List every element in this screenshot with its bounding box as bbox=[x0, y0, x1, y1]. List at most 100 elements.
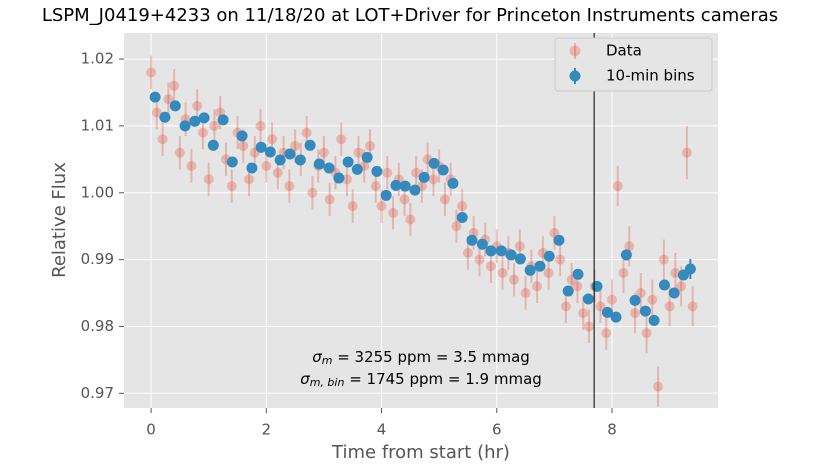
data-point bbox=[668, 287, 680, 299]
data-point bbox=[284, 148, 296, 160]
data-point bbox=[437, 164, 449, 176]
data-point bbox=[684, 263, 696, 275]
data-point bbox=[255, 120, 266, 131]
data-point bbox=[313, 158, 325, 170]
data-point bbox=[255, 141, 267, 153]
data-point bbox=[365, 140, 376, 151]
data-point bbox=[474, 254, 485, 265]
data-point bbox=[620, 249, 632, 261]
data-point bbox=[428, 174, 439, 185]
data-point bbox=[555, 254, 566, 265]
annotation-symbol: σ bbox=[312, 348, 322, 366]
data-point bbox=[347, 201, 358, 212]
data-point bbox=[284, 181, 295, 192]
data-point bbox=[207, 139, 219, 151]
data-point bbox=[244, 174, 255, 185]
data-point bbox=[447, 177, 459, 189]
data-point bbox=[524, 264, 536, 276]
data-point bbox=[179, 120, 191, 132]
data-point bbox=[582, 293, 594, 305]
data-point bbox=[209, 120, 220, 131]
data-point bbox=[520, 288, 531, 299]
annotation-subscript: m, bin bbox=[310, 376, 345, 389]
data-point bbox=[653, 381, 664, 392]
x-tick-label: 6 bbox=[492, 421, 502, 439]
data-point bbox=[466, 234, 478, 246]
data-point bbox=[318, 147, 329, 158]
legend-marker bbox=[569, 45, 581, 57]
legend-marker bbox=[569, 70, 581, 82]
data-point bbox=[601, 306, 613, 318]
data-point bbox=[485, 245, 497, 257]
data-point bbox=[509, 274, 520, 285]
data-point bbox=[169, 100, 181, 112]
data-point bbox=[591, 280, 603, 292]
y-tick-label: 0.97 bbox=[81, 384, 114, 402]
data-point bbox=[163, 94, 174, 105]
x-tick-label: 0 bbox=[146, 421, 156, 439]
data-point bbox=[514, 241, 525, 252]
data-point bbox=[505, 249, 517, 261]
data-point bbox=[457, 201, 468, 212]
data-point bbox=[382, 167, 393, 178]
data-point bbox=[572, 268, 584, 280]
data-point bbox=[371, 165, 383, 177]
data-point bbox=[274, 154, 286, 166]
y-tick-label: 0.98 bbox=[81, 317, 114, 335]
annotation-text: = 1745 ppm = 1.9 mmag bbox=[344, 370, 541, 388]
data-point bbox=[261, 161, 272, 172]
data-point bbox=[658, 279, 670, 291]
data-point bbox=[595, 301, 606, 312]
data-point bbox=[333, 172, 345, 184]
data-point bbox=[681, 147, 692, 158]
data-point bbox=[405, 214, 416, 225]
legend-label: Data bbox=[606, 42, 642, 60]
data-point bbox=[572, 281, 583, 292]
plot-area bbox=[124, 33, 718, 408]
data-point bbox=[294, 154, 306, 166]
y-axis-label: Relative Flux bbox=[49, 162, 70, 278]
data-point bbox=[267, 134, 278, 145]
data-point bbox=[578, 308, 589, 319]
data-point bbox=[238, 140, 249, 151]
data-point bbox=[543, 267, 554, 278]
data-point bbox=[169, 80, 180, 91]
annotation-subscript: m bbox=[322, 354, 333, 367]
data-point bbox=[351, 163, 363, 175]
data-point bbox=[307, 187, 318, 198]
data-point bbox=[197, 127, 208, 138]
annotation-symbol: σ bbox=[300, 370, 310, 388]
data-point bbox=[411, 167, 422, 178]
data-point bbox=[264, 146, 276, 158]
data-point bbox=[610, 311, 622, 323]
data-point bbox=[606, 294, 617, 305]
data-point bbox=[198, 112, 210, 124]
data-point bbox=[532, 281, 543, 292]
chart-title: LSPM_J0419+4233 on 11/18/20 at LOT+Drive… bbox=[42, 5, 778, 26]
data-point bbox=[629, 294, 641, 306]
data-point bbox=[376, 201, 387, 212]
data-point bbox=[399, 180, 411, 192]
data-point bbox=[560, 301, 571, 312]
data-point bbox=[353, 147, 364, 158]
data-point bbox=[612, 181, 623, 192]
y-tick-label: 1.01 bbox=[81, 116, 114, 134]
data-point bbox=[583, 321, 594, 332]
data-point bbox=[670, 267, 681, 278]
data-point bbox=[336, 134, 347, 145]
data-point bbox=[399, 194, 410, 205]
data-point bbox=[641, 328, 652, 339]
data-point bbox=[226, 156, 238, 168]
annotation: σm, bin = 1745 ppm = 1.9 mmag bbox=[300, 370, 542, 390]
data-point bbox=[635, 288, 646, 299]
data-point bbox=[174, 147, 185, 158]
y-tick-label: 0.99 bbox=[81, 250, 114, 268]
data-point bbox=[658, 254, 669, 265]
data-point bbox=[514, 253, 526, 265]
data-point bbox=[324, 194, 335, 205]
data-point bbox=[451, 221, 462, 232]
data-point bbox=[149, 91, 161, 103]
data-point bbox=[186, 161, 197, 172]
data-point bbox=[476, 238, 488, 250]
